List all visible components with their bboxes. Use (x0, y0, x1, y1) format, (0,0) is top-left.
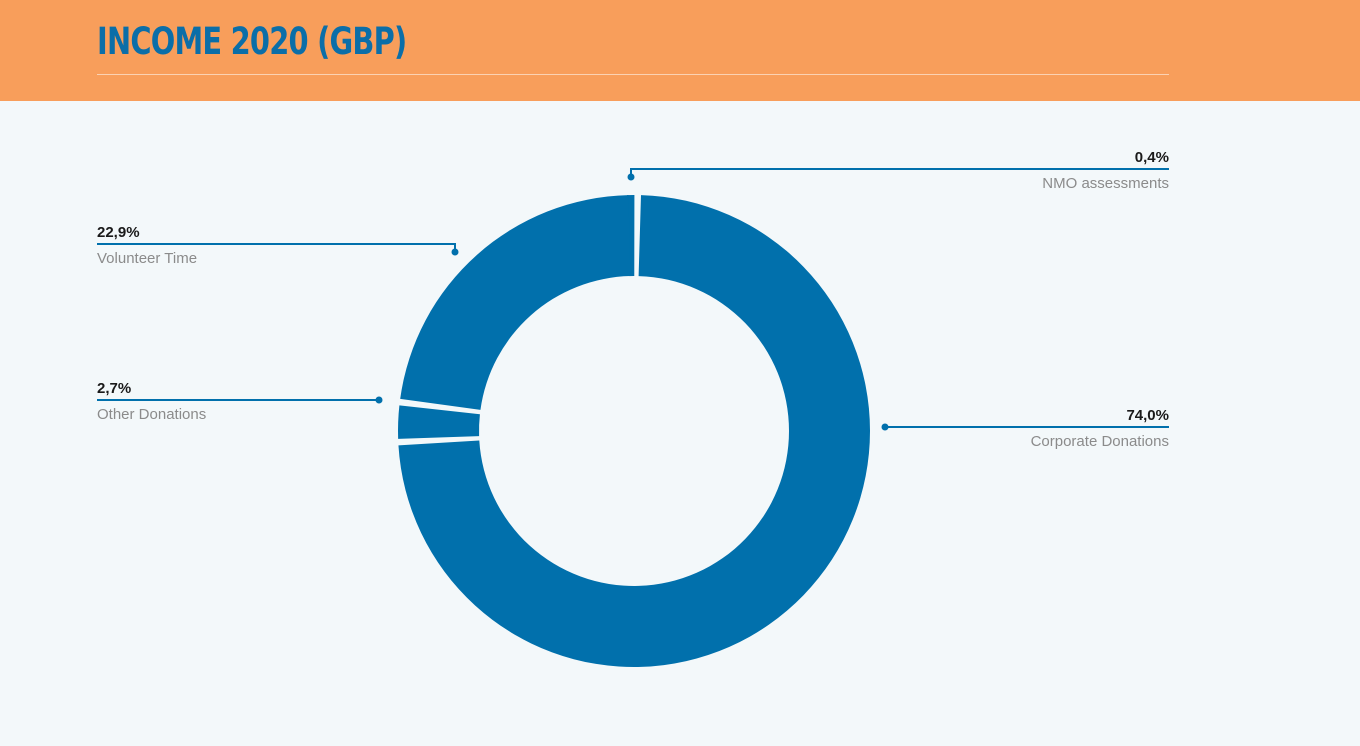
slice-name-label: NMO assessments (1042, 175, 1169, 192)
slice-name-label: Volunteer Time (97, 250, 197, 267)
callout-volunteer-time: 22,9% Volunteer Time (97, 224, 459, 267)
slice-value-label: 2,7% (97, 380, 131, 397)
slice-volunteer-time[interactable] (400, 195, 631, 410)
callout-nmo-assessments: 0,4% NMO assessments (627, 149, 1169, 192)
callout-dot (627, 173, 635, 181)
slice-value-label: 0,4% (1135, 149, 1169, 166)
header-bar: INCOME 2020 (GBP) (0, 0, 1360, 101)
page-title: INCOME 2020 (GBP) (97, 20, 407, 63)
header-divider (97, 74, 1169, 75)
slice-other-donations[interactable] (398, 405, 480, 439)
callout-dot (881, 423, 889, 431)
callout-other-donations: 2,7% Other Donations (97, 380, 383, 423)
callouts: 0,4% NMO assessments 74,0% Corporate Donati… (97, 149, 1169, 450)
callout-dot (375, 396, 383, 404)
slice-name-label: Corporate Donations (1031, 433, 1169, 450)
slice-value-label: 74,0% (1126, 407, 1169, 424)
callout-dot (451, 248, 459, 256)
callout-corporate-donations: 74,0% Corporate Donations (881, 407, 1169, 450)
slice-name-label: Other Donations (97, 406, 206, 423)
donut-slices (398, 195, 870, 667)
slice-value-label: 22,9% (97, 224, 140, 241)
slice-corporate-donations[interactable] (398, 195, 870, 667)
